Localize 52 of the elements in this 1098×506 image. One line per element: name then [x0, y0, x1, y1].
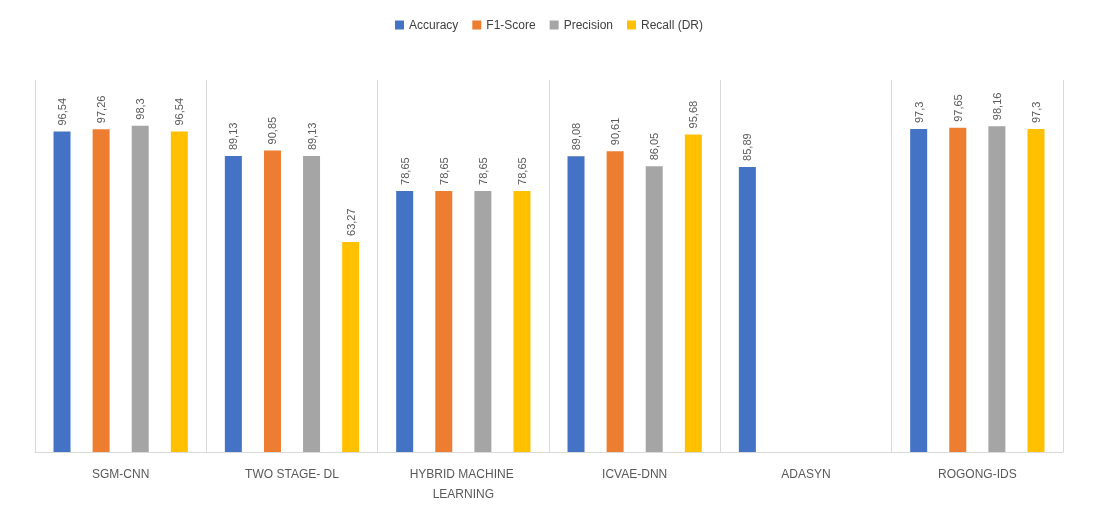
- data-label: 78,65: [437, 157, 450, 185]
- bar: [474, 190, 492, 452]
- data-label: 90,85: [266, 116, 279, 145]
- bar: [567, 156, 585, 452]
- legend-label: Accuracy: [408, 18, 459, 32]
- x-tick-label: ICVAE-DNN: [602, 467, 668, 481]
- legend-label: F1-Score: [486, 18, 536, 32]
- data-label: 98,16: [990, 92, 1003, 121]
- bar: [53, 131, 71, 452]
- bar: [1027, 129, 1045, 452]
- data-label: 90,61: [609, 117, 622, 146]
- x-tick-label: SGM-CNN: [92, 467, 150, 481]
- data-label: 97,3: [1029, 101, 1042, 123]
- data-label: 78,65: [515, 157, 528, 185]
- data-label: 97,65: [951, 94, 964, 122]
- bar: [910, 129, 928, 452]
- bar: [606, 151, 624, 452]
- data-label: 78,65: [476, 157, 489, 185]
- bar: [170, 131, 188, 452]
- x-tick-label: ADASYN: [781, 467, 831, 481]
- bar: [303, 156, 321, 452]
- bar: [988, 126, 1006, 452]
- x-tick-label: ROGONG-IDS: [938, 467, 1017, 481]
- data-label: 89,13: [305, 122, 318, 151]
- bar: [684, 134, 702, 452]
- data-label: 97,26: [95, 95, 108, 124]
- bar: [949, 127, 967, 452]
- legend-label: Recall (DR): [641, 18, 704, 32]
- data-label: 78,65: [398, 157, 411, 185]
- bar: [263, 150, 281, 452]
- legend-label: Precision: [563, 18, 614, 32]
- bar: [435, 190, 453, 452]
- data-label: 98,3: [134, 98, 147, 120]
- x-tick-label: HYBRID MACHINE LEARNING: [409, 467, 518, 501]
- bar: [396, 190, 414, 452]
- bar: [92, 129, 110, 452]
- data-label: 95,68: [687, 100, 700, 129]
- data-label: 85,89: [741, 133, 754, 161]
- data-label: 97,3: [912, 101, 925, 123]
- bar: [342, 241, 360, 452]
- data-label: 96,54: [173, 98, 186, 126]
- data-label: 89,13: [227, 122, 240, 151]
- x-tick-label: TWO STAGE- DL: [245, 467, 340, 481]
- bar: [645, 166, 663, 452]
- data-label: 89,08: [570, 122, 583, 151]
- data-label: 86,05: [648, 132, 661, 161]
- data-label: 96,54: [56, 98, 69, 126]
- bar: [738, 166, 756, 452]
- bar: [513, 190, 531, 452]
- bar: [224, 156, 242, 452]
- bar: [131, 125, 149, 452]
- data-label: 63,27: [344, 208, 357, 236]
